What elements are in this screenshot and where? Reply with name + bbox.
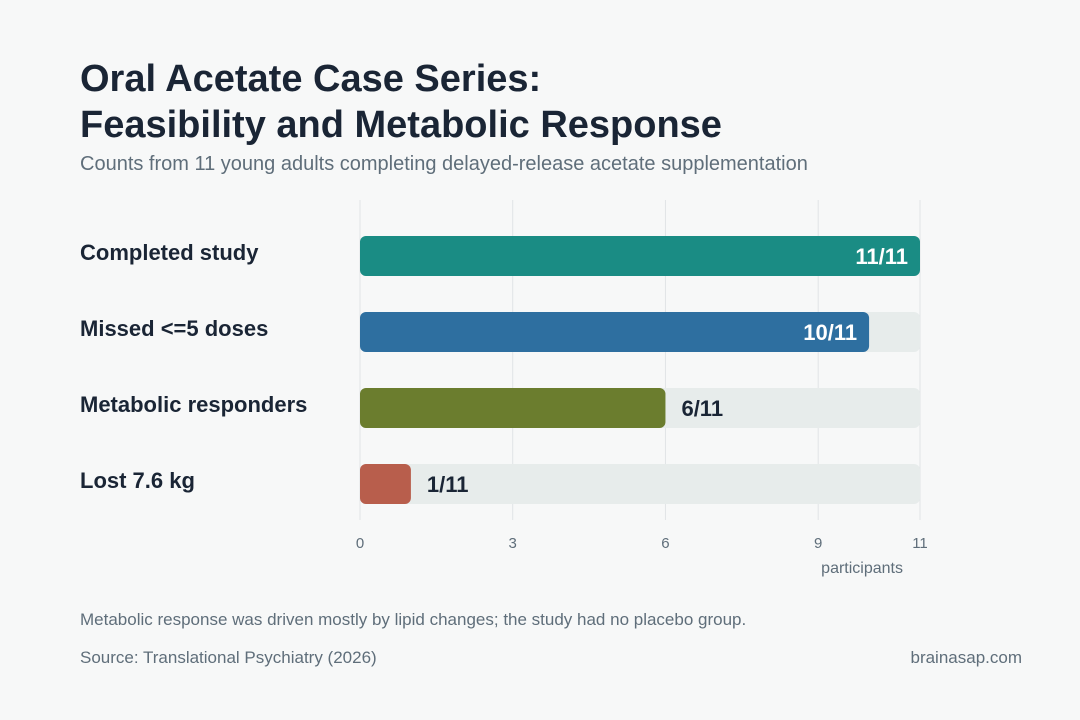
bar-row: Completed study 11/11 [80,236,920,276]
brand-link[interactable]: brainasap.com [910,648,1022,667]
chart-title: Oral Acetate Case Series: Feasibility an… [80,56,722,148]
bar [360,236,920,276]
value-label: 6/11 [681,396,723,421]
x-tick-label: 11 [912,535,928,552]
bar-row: Lost 7.6 kg 1/11 [80,464,920,504]
bar [360,464,411,504]
x-axis: 0 3 6 9 11 participants [356,535,928,577]
chart-title-line-2: Feasibility and Metabolic Response [80,104,722,146]
bar [360,312,870,352]
bar-track [360,464,920,504]
value-label: 10/11 [803,320,857,345]
chart-title-line-1: Oral Acetate Case Series: [80,58,542,100]
category-label: Completed study [80,240,259,265]
footnote: Metabolic response was driven mostly by … [80,610,747,629]
bar [360,388,666,428]
value-label: 1/11 [427,472,469,497]
value-label: 11/11 [855,244,908,269]
bars: Completed study 11/11 Missed <=5 doses 10/1… [80,236,920,504]
category-label: Lost 7.6 kg [80,468,195,493]
chart-subtitle: Counts from 11 young adults completing d… [80,153,808,175]
x-tick-label: 6 [661,535,669,552]
category-label: Missed <=5 doses [80,316,268,341]
bar-row: Metabolic responders 6/11 [80,388,920,428]
x-tick-label: 0 [356,535,364,552]
bar-chart: Completed study 11/11 Missed <=5 doses 10/1… [80,200,928,577]
bar-row: Missed <=5 doses 10/11 [80,312,920,352]
source-citation: Source: Translational Psychiatry (2026) [80,648,377,667]
category-label: Metabolic responders [80,392,307,417]
x-axis-label: participants [821,560,903,577]
x-tick-label: 9 [814,535,822,552]
x-tick-label: 3 [509,535,517,552]
